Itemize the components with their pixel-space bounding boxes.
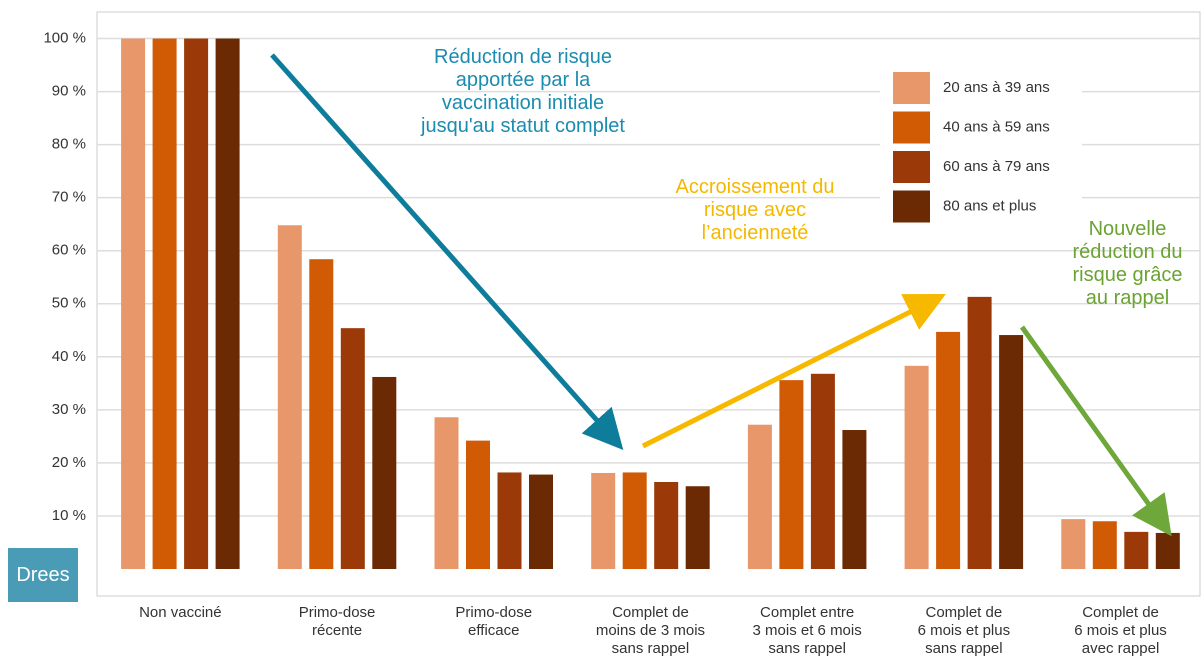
bar [434, 417, 459, 569]
bar [747, 424, 772, 569]
bar [152, 38, 177, 570]
y-tick-label: 20 % [52, 454, 86, 471]
x-tick-label: Complet de moins de 3 mois sans rappel [595, 604, 706, 657]
bar [497, 472, 522, 569]
logo: Drees [8, 548, 78, 602]
legend-swatch [893, 190, 930, 223]
x-tick-label: Complet entre 3 mois et 6 mois sans rapp… [752, 604, 862, 657]
legend-label: 40 ans à 59 ans [943, 118, 1050, 135]
y-tick-label: 60 % [52, 242, 86, 259]
bar [1061, 519, 1086, 569]
y-tick-label: 70 % [52, 189, 86, 206]
annotation: Accroissement du risque avec l’anciennet… [675, 176, 835, 244]
y-tick-label: 80 % [52, 136, 86, 153]
y-tick-label: 90 % [52, 83, 86, 100]
bar [654, 482, 679, 569]
legend-swatch [893, 151, 930, 183]
bar [466, 440, 490, 569]
bar [904, 365, 929, 569]
y-tick-label: 100 % [43, 29, 86, 46]
legend-swatch [893, 72, 930, 104]
bar [121, 38, 146, 570]
bar [372, 376, 397, 569]
legend-label: 20 ans à 39 ans [943, 79, 1050, 96]
annotation: Réduction de risque apportée par la vacc… [421, 46, 625, 137]
bar [999, 335, 1024, 569]
legend-label: 80 ans et plus [943, 197, 1036, 214]
y-tick-label: 30 % [52, 401, 86, 418]
bar [779, 380, 804, 569]
bar [340, 328, 365, 569]
bar [529, 474, 553, 569]
legend-label: 60 ans à 79 ans [943, 158, 1050, 175]
arrow [270, 53, 624, 450]
bar [936, 331, 961, 569]
legend-swatch [893, 111, 930, 144]
arrow [641, 294, 946, 449]
bar [967, 296, 992, 569]
annotation: Nouvelle réduction du risque grâce au ra… [1072, 218, 1183, 309]
arrow [1019, 325, 1172, 537]
bar [277, 225, 302, 569]
bar [1092, 521, 1117, 569]
bar [184, 38, 209, 570]
bar [685, 486, 710, 569]
x-tick-label: Primo-dose récente [298, 604, 376, 639]
y-tick-label: 10 % [52, 507, 86, 524]
x-tick-label: Non vacciné [139, 604, 222, 621]
bar [591, 472, 616, 569]
bar [1124, 531, 1149, 569]
bar [1155, 532, 1180, 569]
bar [810, 373, 835, 569]
x-tick-label: Complet de 6 mois et plus avec rappel [1074, 604, 1167, 657]
bar [309, 259, 334, 569]
y-tick-label: 40 % [52, 348, 86, 365]
x-tick-label: Primo-dose efficace [455, 604, 533, 639]
bar [842, 430, 867, 569]
bar [622, 472, 647, 569]
y-tick-label: 50 % [52, 295, 86, 312]
x-tick-label: Complet de 6 mois et plus sans rappel [917, 604, 1011, 657]
bar [215, 38, 240, 570]
